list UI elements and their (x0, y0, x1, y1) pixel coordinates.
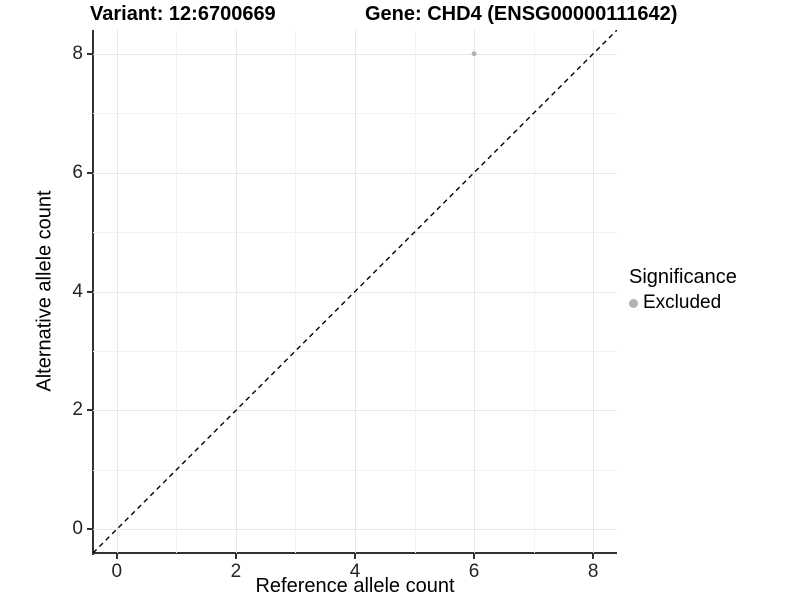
legend: Significance Excluded (629, 266, 737, 314)
y-tick-label: 4 (72, 280, 83, 302)
x-tick-mark (234, 554, 237, 559)
x-axis-line (92, 552, 617, 554)
x-tick-mark (115, 554, 118, 559)
x-tick-label: 2 (230, 561, 242, 582)
legend-item-label: Excluded (643, 292, 722, 313)
legend-item-excluded: Excluded (629, 292, 737, 314)
x-tick-label: 4 (349, 561, 361, 582)
identity-reference-line (93, 30, 617, 553)
y-tick-label: 6 (72, 161, 83, 183)
y-tick-mark (87, 52, 92, 55)
plot-title-gene: Gene: CHD4 (ENSG00000111642) (365, 3, 678, 25)
excluded-point-icon (629, 298, 638, 308)
x-axis-title: Reference allele count (255, 575, 455, 597)
x-tick-label: 0 (111, 561, 123, 582)
x-tick-label: 8 (587, 561, 599, 582)
data-point-excluded (471, 51, 477, 57)
y-tick-mark (87, 528, 92, 531)
y-tick-label: 2 (72, 399, 83, 421)
plot-title-variant: Variant: 12:6700669 (90, 3, 276, 25)
x-tick-mark (473, 554, 476, 559)
y-tick-mark (87, 409, 92, 412)
y-tick-mark (87, 290, 92, 293)
y-major-gridline (93, 172, 617, 174)
y-axis-title: Alternative allele count (33, 190, 56, 392)
x-tick-label: 6 (468, 561, 480, 582)
x-tick-mark (354, 554, 356, 559)
y-tick-label: 8 (72, 42, 83, 64)
y-axis-line (92, 30, 94, 555)
plot-panel: 0 2 4 6 8 0 2 4 6 8 (72, 30, 617, 582)
y-tick-mark (87, 171, 92, 174)
x-tick-mark (592, 554, 595, 559)
y-major-gridline (93, 53, 617, 55)
y-major-gridline (93, 410, 617, 412)
y-major-gridline (93, 529, 617, 531)
legend-title: Significance (629, 266, 737, 288)
chart-canvas (93, 30, 617, 553)
y-tick-label: 0 (72, 518, 83, 540)
